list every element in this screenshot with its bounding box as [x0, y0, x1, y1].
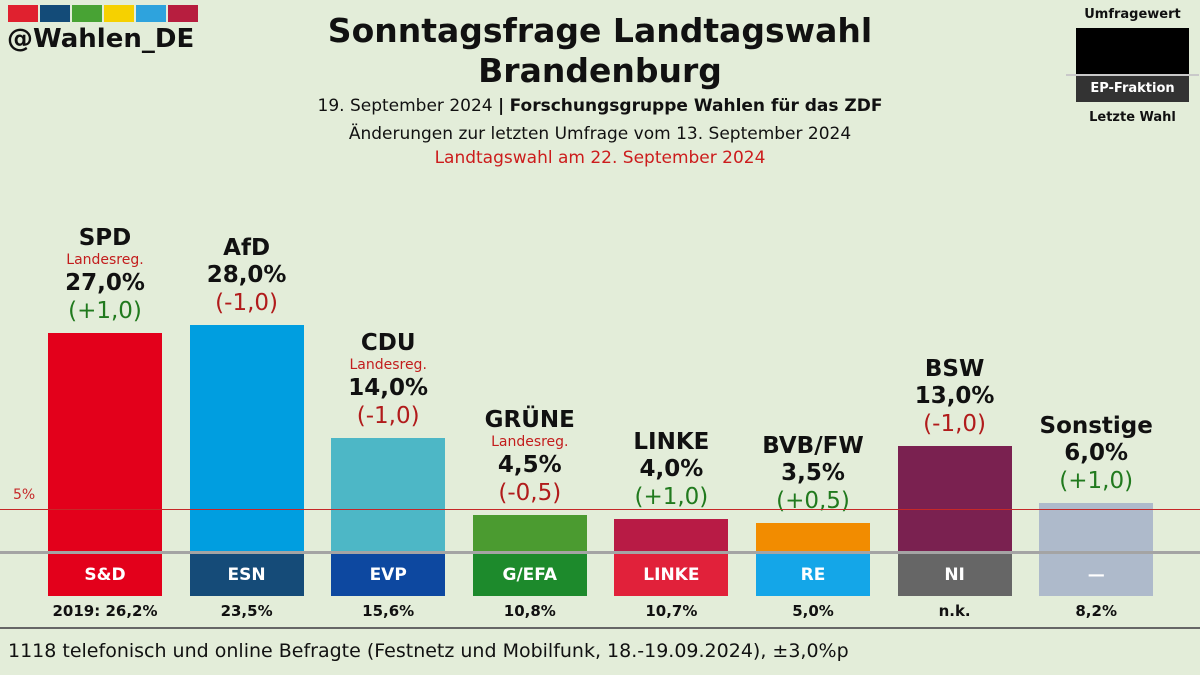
- bar-spd: [48, 332, 162, 551]
- bar-bvb-fw: [756, 522, 870, 551]
- threshold-label: 5%: [13, 487, 36, 503]
- last-election-label: 15,6%: [362, 602, 415, 620]
- last-election-label: 2019: 26,2%: [52, 602, 158, 620]
- page-title-line2: Brandenburg: [478, 51, 722, 90]
- last-election-label: n.k.: [938, 602, 971, 620]
- value-label: 28,0%: [206, 261, 287, 288]
- party-name: GRÜNE: [484, 406, 575, 433]
- legend-line: [1066, 74, 1199, 76]
- party-name: Sonstige: [1039, 412, 1153, 439]
- subtitle-date-institute: 19. September 2024 | Forschungsgruppe Wa…: [317, 96, 883, 116]
- bar-label-group: CDU Landesreg. 14,0% (-1,0): [288, 330, 488, 430]
- last-election-label: 8,2%: [1075, 602, 1117, 620]
- footer-divider: [0, 627, 1200, 629]
- logo-stripe: [72, 5, 102, 22]
- ep-group-label: —: [1039, 554, 1154, 596]
- government-note: Landesreg.: [349, 356, 427, 373]
- party-name: AfD: [223, 234, 271, 261]
- bar-gr-ne: [472, 514, 587, 551]
- logo-stripe: [8, 5, 38, 22]
- change-label: (+1,0): [634, 483, 709, 510]
- ep-group-label: RE: [756, 554, 870, 596]
- value-label: 13,0%: [914, 382, 995, 409]
- value-label: 3,5%: [781, 459, 845, 486]
- bar-label-group: BSW 13,0% (-1,0): [855, 356, 1055, 438]
- value-label: 6,0%: [1064, 439, 1129, 466]
- page-title-line1: Sonntagsfrage Landtagswahl: [327, 11, 873, 50]
- survey-date: 19. September 2024: [317, 96, 493, 116]
- bar-bsw: [897, 445, 1012, 551]
- party-name: BSW: [924, 355, 985, 382]
- ep-group-label: NI: [897, 554, 1012, 596]
- value-label: 27,0%: [65, 269, 145, 296]
- party-name: SPD: [78, 224, 132, 251]
- account-handle: @Wahlen_DE: [7, 24, 195, 54]
- ep-group-label: G/EFA: [472, 554, 587, 596]
- government-note: Landesreg.: [491, 433, 569, 450]
- footer-note: 1118 telefonisch und online Befragte (Fe…: [8, 640, 849, 662]
- bar-label-group: GRÜNE Landesreg. 4,5% (-0,5): [430, 407, 630, 507]
- logo-stripe: [168, 5, 198, 22]
- change-label: (-1,0): [356, 402, 420, 429]
- bar-label-group: Sonstige 6,0% (+1,0): [996, 413, 1196, 495]
- last-election-label: 10,8%: [503, 602, 556, 620]
- value-label: 4,0%: [639, 455, 704, 482]
- last-election-label: 23,5%: [220, 602, 273, 620]
- legend-ep-fraktion: EP-Fraktion: [1076, 76, 1189, 102]
- change-label: (+0,5): [776, 487, 850, 514]
- change-note: Änderungen zur letzten Umfrage vom 13. S…: [348, 124, 852, 144]
- institute-name: Forschungsgruppe Wahlen für das ZDF: [509, 96, 883, 116]
- logo-stripe: [40, 5, 70, 22]
- change-label: (+1,0): [68, 297, 142, 324]
- ep-group-label: EVP: [331, 554, 446, 596]
- bar-label-group: BVB/FW 3,5% (+0,5): [713, 433, 913, 515]
- logo-stripe: [104, 5, 134, 22]
- party-name: CDU: [360, 329, 416, 356]
- logo-stripes: [8, 5, 198, 22]
- ep-group-label: ESN: [189, 554, 304, 596]
- change-label: (+1,0): [1059, 467, 1134, 494]
- bar-cdu: [331, 437, 446, 551]
- legend-letzte-wahl: Letzte Wahl: [1089, 110, 1176, 125]
- chart-baseline: [0, 551, 1200, 554]
- change-label: (-0,5): [498, 479, 562, 506]
- value-label: 4,5%: [497, 451, 562, 478]
- bar-afd: [189, 324, 304, 551]
- party-name: LINKE: [633, 428, 710, 455]
- bar-linke: [614, 518, 729, 551]
- bar-label-group: SPD Landesreg. 27,0% (+1,0): [5, 225, 205, 325]
- legend-umfragewert: Umfragewert: [1084, 7, 1181, 22]
- last-election-label: 10,7%: [645, 602, 698, 620]
- bar-label-group: AfD 28,0% (-1,0): [147, 235, 347, 317]
- threshold-line: [0, 509, 1200, 510]
- change-label: (-1,0): [215, 289, 278, 316]
- ep-group-label: LINKE: [614, 554, 729, 596]
- election-note: Landtagswahl am 22. September 2024: [434, 148, 766, 168]
- legend-box: [1076, 28, 1189, 76]
- government-note: Landesreg.: [66, 251, 144, 268]
- change-label: (-1,0): [923, 410, 986, 437]
- logo-stripe: [136, 5, 166, 22]
- value-label: 14,0%: [348, 374, 429, 401]
- bar-label-group: LINKE 4,0% (+1,0): [571, 429, 771, 511]
- party-name: BVB/FW: [762, 432, 864, 459]
- ep-group-label: S&D: [48, 554, 162, 596]
- last-election-label: 5,0%: [792, 602, 834, 620]
- bar-sonstige: [1039, 502, 1154, 551]
